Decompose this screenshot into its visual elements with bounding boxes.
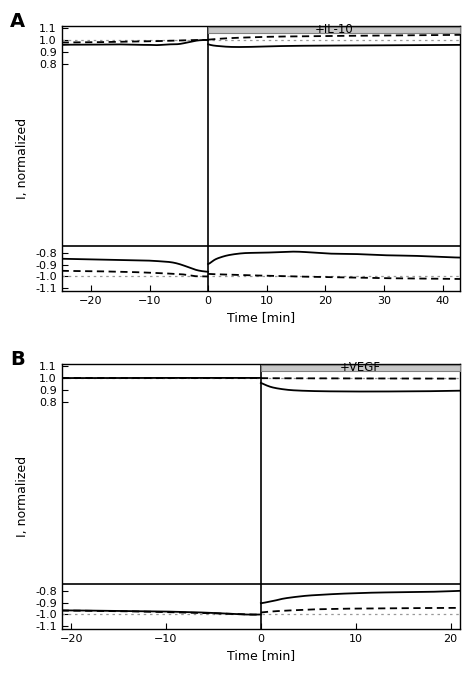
Y-axis label: I, normalized: I, normalized bbox=[17, 456, 29, 537]
Text: A: A bbox=[10, 12, 25, 32]
Bar bbox=[208, 27, 460, 33]
Bar bbox=[261, 365, 460, 371]
Text: +IL-10: +IL-10 bbox=[315, 24, 354, 37]
Text: B: B bbox=[10, 350, 25, 370]
X-axis label: Time [min]: Time [min] bbox=[227, 311, 295, 324]
X-axis label: Time [min]: Time [min] bbox=[227, 649, 295, 662]
Text: +VEGF: +VEGF bbox=[340, 362, 381, 375]
Y-axis label: I, normalized: I, normalized bbox=[17, 118, 29, 199]
